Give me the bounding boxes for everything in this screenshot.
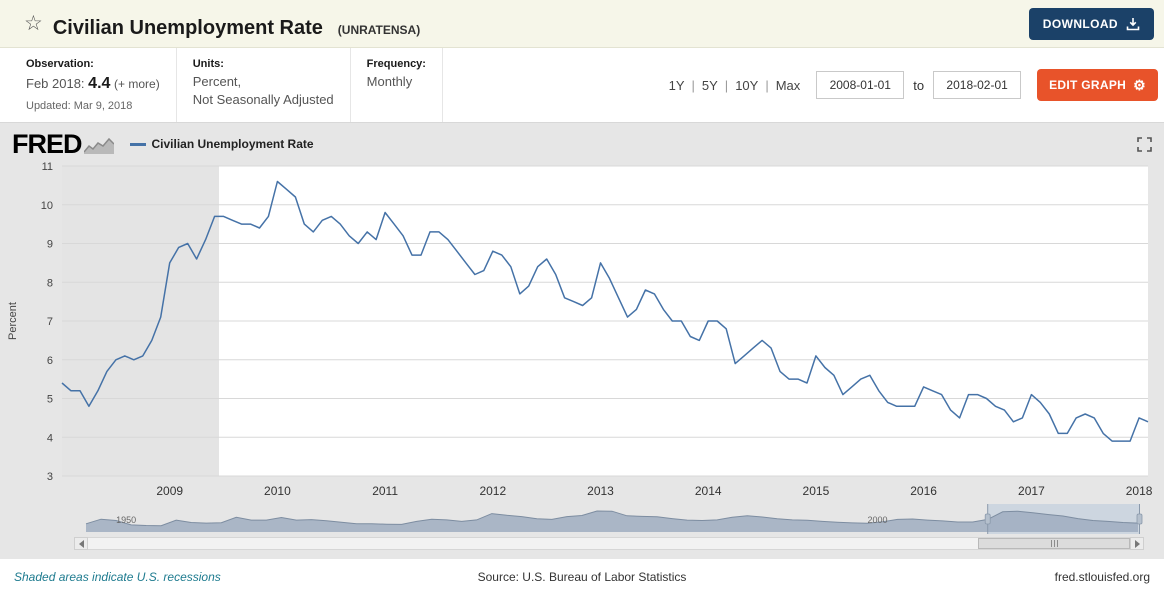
edit-graph-button[interactable]: EDIT GRAPH ⚙ [1037, 69, 1158, 101]
range-options: 1Y | 5Y | 10Y | Max [669, 78, 801, 93]
chart-minimap-brush[interactable]: 1950 2000 [0, 504, 1164, 534]
observation-section: Observation: Feb 2018: 4.4 (+ more) Upda… [0, 48, 177, 122]
download-label: DOWNLOAD [1042, 16, 1118, 31]
page-header: ☆ Civilian Unemployment Rate (UNRATENSA)… [0, 0, 1164, 48]
units-section: Units: Percent, Not Seasonally Adjusted [177, 48, 351, 122]
range-separator: | [765, 77, 769, 93]
range-option-1y[interactable]: 1Y [668, 77, 685, 93]
svg-text:2009: 2009 [156, 484, 183, 498]
svg-text:Percent: Percent [7, 302, 19, 340]
range-option-5y[interactable]: 5Y [701, 77, 718, 93]
units-label: Units: [192, 58, 224, 70]
svg-text:2011: 2011 [372, 484, 398, 498]
units-value-line1: Percent, [192, 74, 242, 89]
left-arrow-icon [78, 539, 84, 548]
observation-more-link[interactable]: (+ more) [114, 77, 160, 91]
svg-text:8: 8 [47, 277, 53, 289]
end-date-input[interactable] [933, 71, 1022, 99]
series-meta-bar: Observation: Feb 2018: 4.4 (+ more) Upda… [0, 48, 1164, 123]
range-separator: | [724, 77, 729, 93]
frequency-value: Monthly [366, 74, 413, 89]
frequency-section: Frequency: Monthly [351, 48, 443, 122]
svg-text:2018: 2018 [1126, 484, 1153, 498]
chart-legend: Civilian Unemployment Rate [129, 137, 314, 151]
svg-text:10: 10 [41, 200, 53, 212]
frequency-label: Frequency: [366, 58, 426, 70]
range-option-10y[interactable]: 10Y [735, 77, 759, 93]
site-link[interactable]: fred.stlouisfed.org [1054, 569, 1151, 584]
scrollbar-right-arrow[interactable] [1130, 537, 1144, 550]
chart-scrollbar[interactable] [74, 537, 1144, 550]
date-range-to-label: to [913, 77, 925, 93]
favorite-star-icon[interactable]: ☆ [24, 12, 43, 35]
edit-graph-label: EDIT GRAPH [1049, 78, 1127, 92]
download-icon [1126, 17, 1140, 30]
range-controls: 1Y | 5Y | 10Y | Max to EDIT GRAPH ⚙ [669, 48, 1164, 122]
svg-text:2017: 2017 [1018, 484, 1045, 498]
svg-text:2010: 2010 [264, 484, 291, 498]
right-arrow-icon [1134, 539, 1140, 548]
data-source: Source: U.S. Bureau of Labor Statistics [477, 569, 687, 584]
observation-date: Feb 2018: [26, 76, 85, 91]
svg-text:2000: 2000 [868, 515, 888, 525]
fred-logo-sparkline-icon [83, 137, 114, 154]
scrollbar-track[interactable] [88, 537, 1130, 550]
updated-date: Updated: Mar 9, 2018 [26, 99, 133, 112]
svg-text:2012: 2012 [479, 484, 506, 498]
chart-header: FRED Civilian Unemployment Rate [0, 128, 1164, 160]
svg-text:5: 5 [47, 394, 53, 406]
svg-text:2016: 2016 [910, 484, 937, 498]
observation-label: Observation: [26, 58, 94, 70]
start-date-input[interactable] [816, 71, 905, 99]
svg-text:6: 6 [47, 355, 53, 367]
chart-area: FRED Civilian Unemployment Rate 3 4 5 6 7 8 9 1… [0, 123, 1164, 559]
svg-text:7: 7 [47, 316, 53, 328]
svg-text:2014: 2014 [695, 484, 722, 498]
observation-value: 4.4 [88, 75, 111, 92]
legend-line-sample [129, 142, 146, 146]
svg-text:4: 4 [47, 432, 53, 444]
download-button[interactable]: DOWNLOAD [1028, 7, 1154, 40]
series-title: Civilian Unemployment Rate [52, 17, 323, 39]
thumb-grip-icon [1053, 540, 1055, 547]
units-value-line2: Not Seasonally Adjusted [192, 91, 334, 107]
range-option-max[interactable]: Max [775, 77, 801, 93]
unemployment-line-chart[interactable]: 3 4 5 6 7 8 9 10 11 2009 2010 2011 2012 2013 2014 2015 2… [0, 160, 1164, 502]
series-id: (UNRATENSA) [337, 23, 421, 37]
svg-text:11: 11 [42, 161, 53, 173]
range-separator: | [691, 77, 695, 93]
svg-text:1950: 1950 [116, 515, 136, 525]
scrollbar-thumb[interactable] [978, 538, 1130, 549]
fred-logo[interactable]: FRED [12, 128, 82, 159]
svg-text:2015: 2015 [803, 484, 830, 498]
page-title: Civilian Unemployment Rate (UNRATENSA) [53, 5, 420, 42]
fullscreen-icon[interactable] [1137, 136, 1152, 152]
svg-text:3: 3 [47, 471, 53, 483]
gear-icon: ⚙ [1133, 77, 1146, 93]
legend-label: Civilian Unemployment Rate [151, 137, 314, 151]
scrollbar-left-arrow[interactable] [74, 537, 88, 550]
page-footer: Shaded areas indicate U.S. recessions So… [0, 559, 1164, 594]
recession-note: Shaded areas indicate U.S. recessions [14, 569, 221, 584]
svg-text:9: 9 [47, 239, 53, 251]
svg-text:2013: 2013 [587, 484, 614, 498]
